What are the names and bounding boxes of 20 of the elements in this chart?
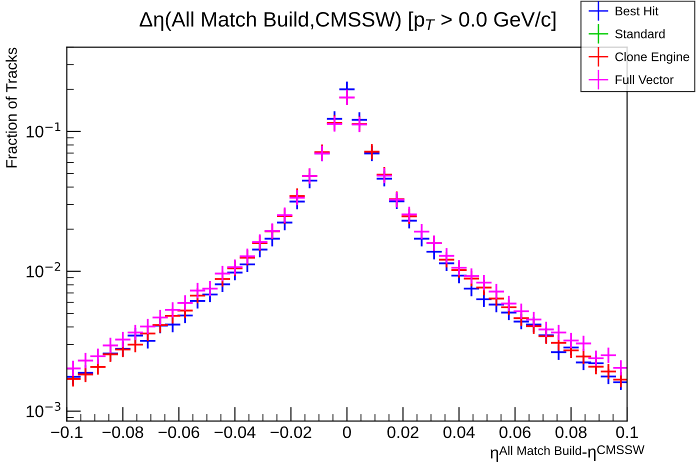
y-tick-label: 10$^{−3}$ [26, 402, 60, 418]
x-tick-label: 0.08 [556, 426, 587, 438]
legend-label: Clone Engine [615, 52, 690, 64]
x-tick-label: −0.04 [214, 426, 256, 438]
legend-label: Best Hit [616, 6, 658, 16]
x-tick-label: 0.06 [499, 426, 531, 438]
x-tick-label: 0.04 [443, 426, 475, 438]
y-axis-title: Fraction of Tracks [6, 48, 17, 168]
y-tick-label: 10$^{−1}$ [26, 122, 60, 138]
x-tick-label: −0.06 [158, 426, 200, 438]
x-tick-label: −0.08 [102, 426, 144, 438]
x-tick-label: 0.1 [616, 426, 638, 438]
x-tick-label: 0 [342, 426, 351, 438]
legend-label: Standard [615, 29, 665, 38]
chart-title: Δη(All Match Build,CMSSW) [p$_{T}$ > 0.0 GeV/c] [140, 11, 556, 31]
x-tick-label: −0.1 [51, 426, 82, 438]
y-tick-label: 10$^{−2}$ [26, 262, 60, 278]
x-tick-label: 0.02 [387, 426, 418, 438]
legend-label: Full Vector [616, 74, 674, 84]
x-tick-label: −0.02 [270, 426, 312, 438]
